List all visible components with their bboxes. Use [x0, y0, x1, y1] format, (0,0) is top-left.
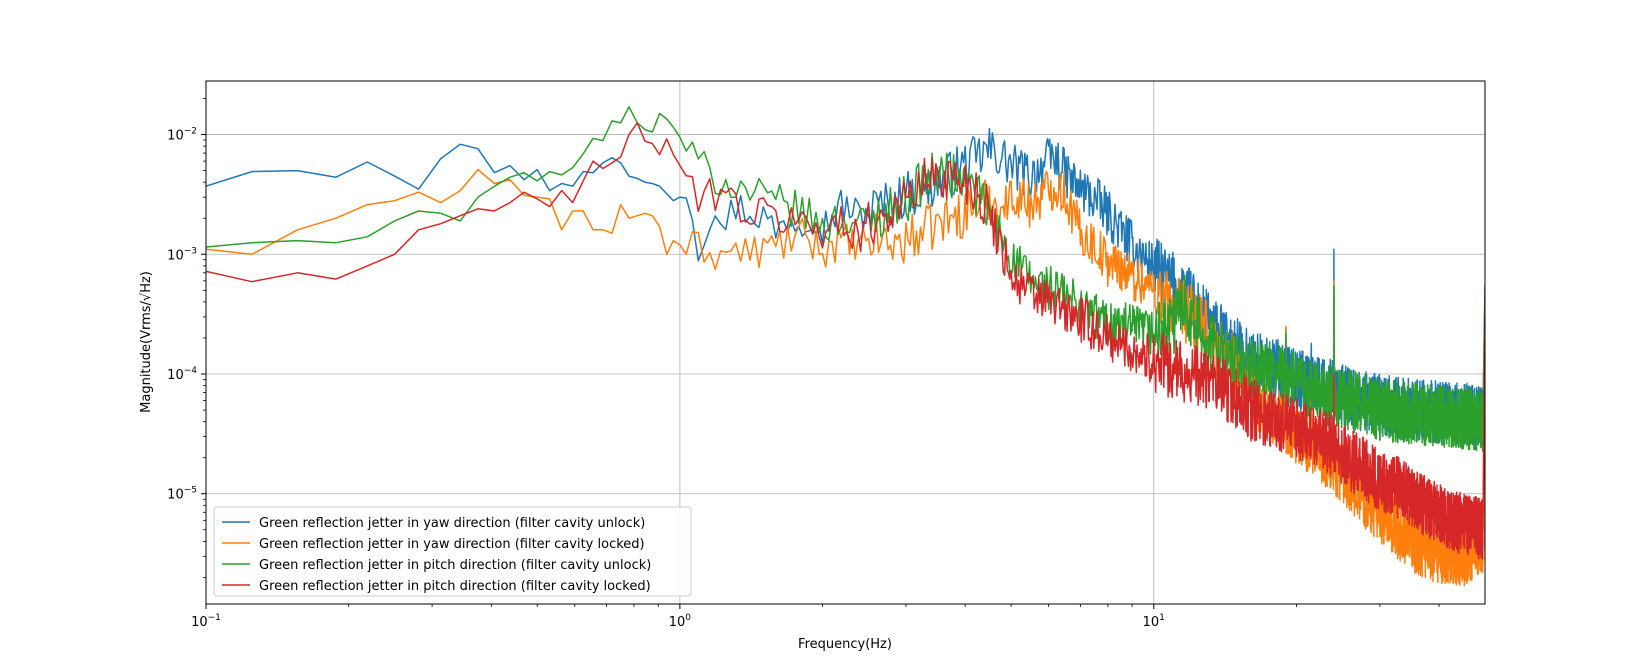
legend-label-4: Green reflection jetter in pitch directi… [259, 579, 651, 594]
x-tick-label: 100 [669, 613, 692, 630]
series-line-4 [206, 122, 1485, 560]
legend-label-2: Green reflection jetter in yaw direction… [259, 537, 645, 552]
series-line-3 [206, 106, 1485, 452]
legend-label-1: Green reflection jetter in yaw direction… [259, 516, 645, 531]
legend-label-3: Green reflection jetter in pitch directi… [259, 558, 651, 573]
x-tick-label: 10−1 [191, 613, 221, 630]
legend-box [213, 506, 692, 597]
legend: Green reflection jetter in yaw direction… [213, 506, 692, 597]
y-tick-label: 10−3 [167, 246, 197, 263]
y-axis-label: Magnitude(Vrms/√Hz) [139, 271, 154, 413]
axis-ticks: 10−1 100 101 10−2 10−3 10−4 10−5 [167, 98, 1440, 630]
x-axis-label: Frequency(Hz) [798, 637, 892, 652]
x-tick-label: 101 [1143, 613, 1165, 630]
y-tick-label: 10−5 [167, 486, 197, 503]
plot-frame [205, 80, 1486, 605]
y-tick-label: 10−4 [167, 366, 197, 383]
series-lines [206, 106, 1485, 587]
y-tick-label: 10−2 [167, 127, 197, 144]
